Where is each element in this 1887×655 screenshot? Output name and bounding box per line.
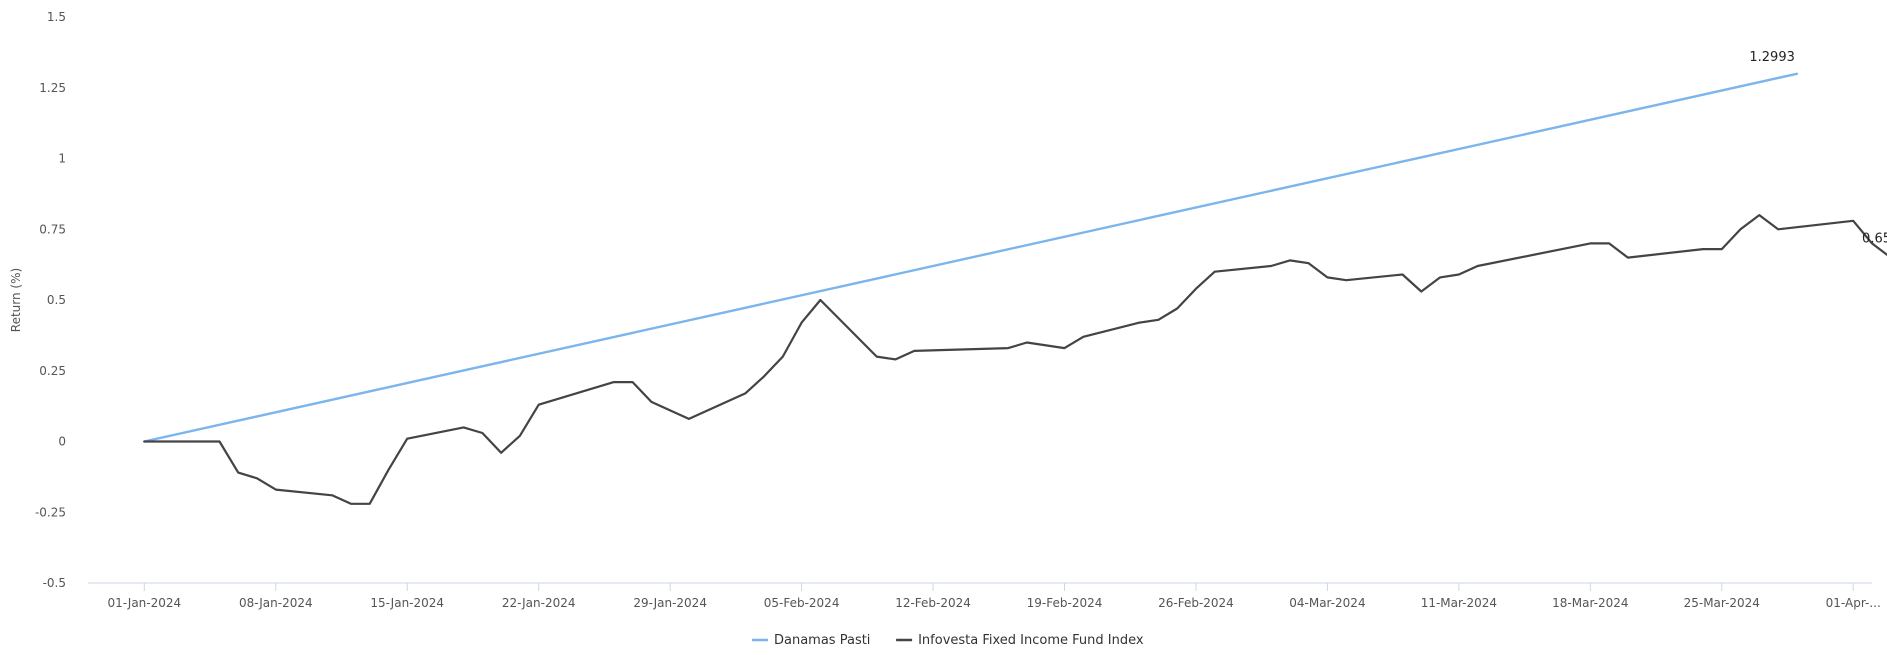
y-tick-label: -0.5 [43, 576, 66, 590]
y-tick-label: 0.25 [39, 364, 66, 378]
y-tick-label: 1 [58, 152, 66, 166]
x-tick-label: 19-Feb-2024 [1027, 596, 1103, 610]
y-tick-label: 0.75 [39, 222, 66, 236]
legend-item-label[interactable]: Danamas Pasti [774, 633, 870, 648]
x-tick-label: 01-Jan-2024 [108, 596, 182, 610]
x-tick-label: 12-Feb-2024 [895, 596, 971, 610]
y-tick-label: 0.5 [47, 293, 66, 307]
y-axis: -0.5 -0.25 0 0.25 0.5 0.75 1 1.25 1.5 [35, 10, 66, 590]
legend-item-label[interactable]: Infovesta Fixed Income Fund Index [918, 633, 1144, 648]
data-label: 0.6578 [1862, 231, 1887, 246]
y-axis-label: Return (%) [9, 268, 23, 332]
x-tick-label: 22-Jan-2024 [502, 596, 576, 610]
x-tick-label: 18-Mar-2024 [1552, 596, 1628, 610]
x-tick-label: 26-Feb-2024 [1158, 596, 1234, 610]
x-tick-label: 05-Feb-2024 [764, 596, 840, 610]
y-tick-label: 1.5 [47, 10, 66, 24]
x-tick-label: 04-Mar-2024 [1289, 596, 1365, 610]
y-tick-label: -0.25 [35, 505, 66, 519]
x-tick-label: 29-Jan-2024 [633, 596, 707, 610]
y-tick-label: 1.25 [39, 81, 66, 95]
data-label: 1.2993 [1749, 50, 1795, 65]
x-tick-label: 11-Mar-2024 [1421, 596, 1497, 610]
legend[interactable]: Danamas Pasti Infovesta Fixed Income Fund… [752, 633, 1144, 648]
x-tick-label: 01-Apr-... [1826, 596, 1881, 610]
series-line-1 [143, 72, 1799, 443]
y-tick-label: 0 [58, 435, 66, 449]
series-line-2 [143, 214, 1887, 505]
x-axis: 01-Jan-2024 08-Jan-2024 15-Jan-2024 22-Jan-… [88, 582, 1881, 610]
x-tick-label: 15-Jan-2024 [370, 596, 444, 610]
x-tick-label: 25-Mar-2024 [1684, 596, 1760, 610]
series-layer: 1.2993 0.6578 [143, 50, 1887, 505]
x-tick-label: 08-Jan-2024 [239, 596, 313, 610]
